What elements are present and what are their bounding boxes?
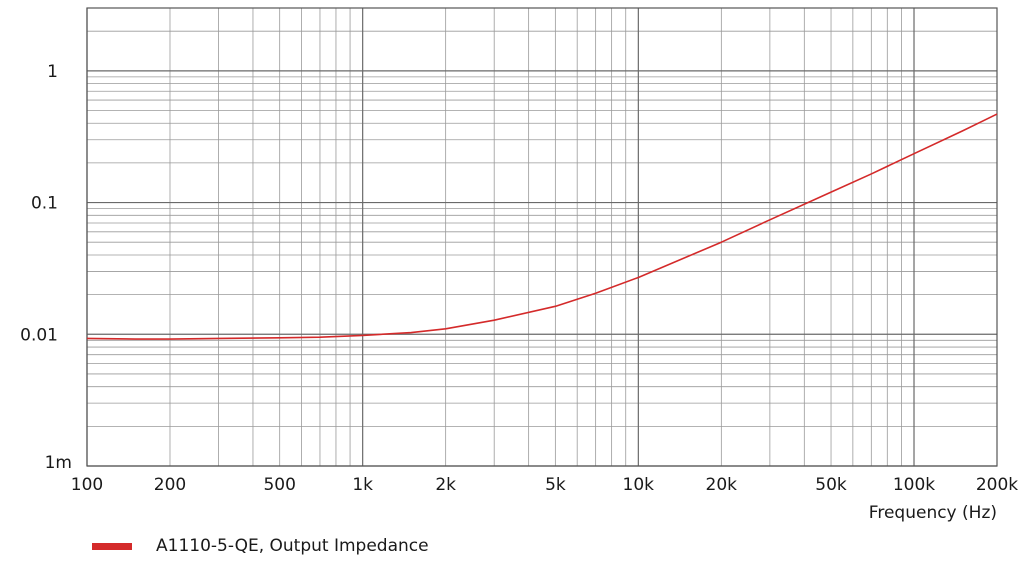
x-tick-label: 1k (352, 475, 373, 495)
x-tick-label: 2k (435, 475, 456, 495)
y-axis-tick-labels: 1m 0.01 0.1 1 (20, 62, 72, 473)
x-tick-label: 200 (154, 475, 186, 495)
x-tick-label: 200k (976, 475, 1018, 495)
y-tick-label: 1m (45, 453, 72, 473)
x-tick-label: 5k (545, 475, 566, 495)
x-axis-label: Frequency (Hz) (869, 503, 997, 523)
x-tick-label: 50k (815, 475, 847, 495)
x-tick-label: 10k (623, 475, 655, 495)
legend-entry-label: A1110-5-QE, Output Impedance (156, 536, 429, 556)
x-tick-label: 100k (893, 475, 935, 495)
minor-gridlines (87, 7, 998, 466)
x-axis-tick-labels: 100 200 500 1k 2k 5k 10k 20k 50k 100k 200k (71, 475, 1019, 495)
series-line-output-impedance (86, 113, 998, 340)
x-tick-label: 500 (263, 475, 295, 495)
legend-swatch (92, 542, 132, 550)
x-tick-label: 100 (71, 475, 103, 495)
series-layer (86, 113, 998, 340)
legend: A1110-5-QE, Output Impedance (92, 534, 429, 558)
y-tick-label: 0.1 (31, 194, 58, 214)
y-tick-label: 0.01 (20, 325, 58, 345)
x-tick-label: 20k (706, 475, 738, 495)
plot-area-frame (86, 7, 998, 467)
y-tick-label: 1 (47, 62, 58, 82)
